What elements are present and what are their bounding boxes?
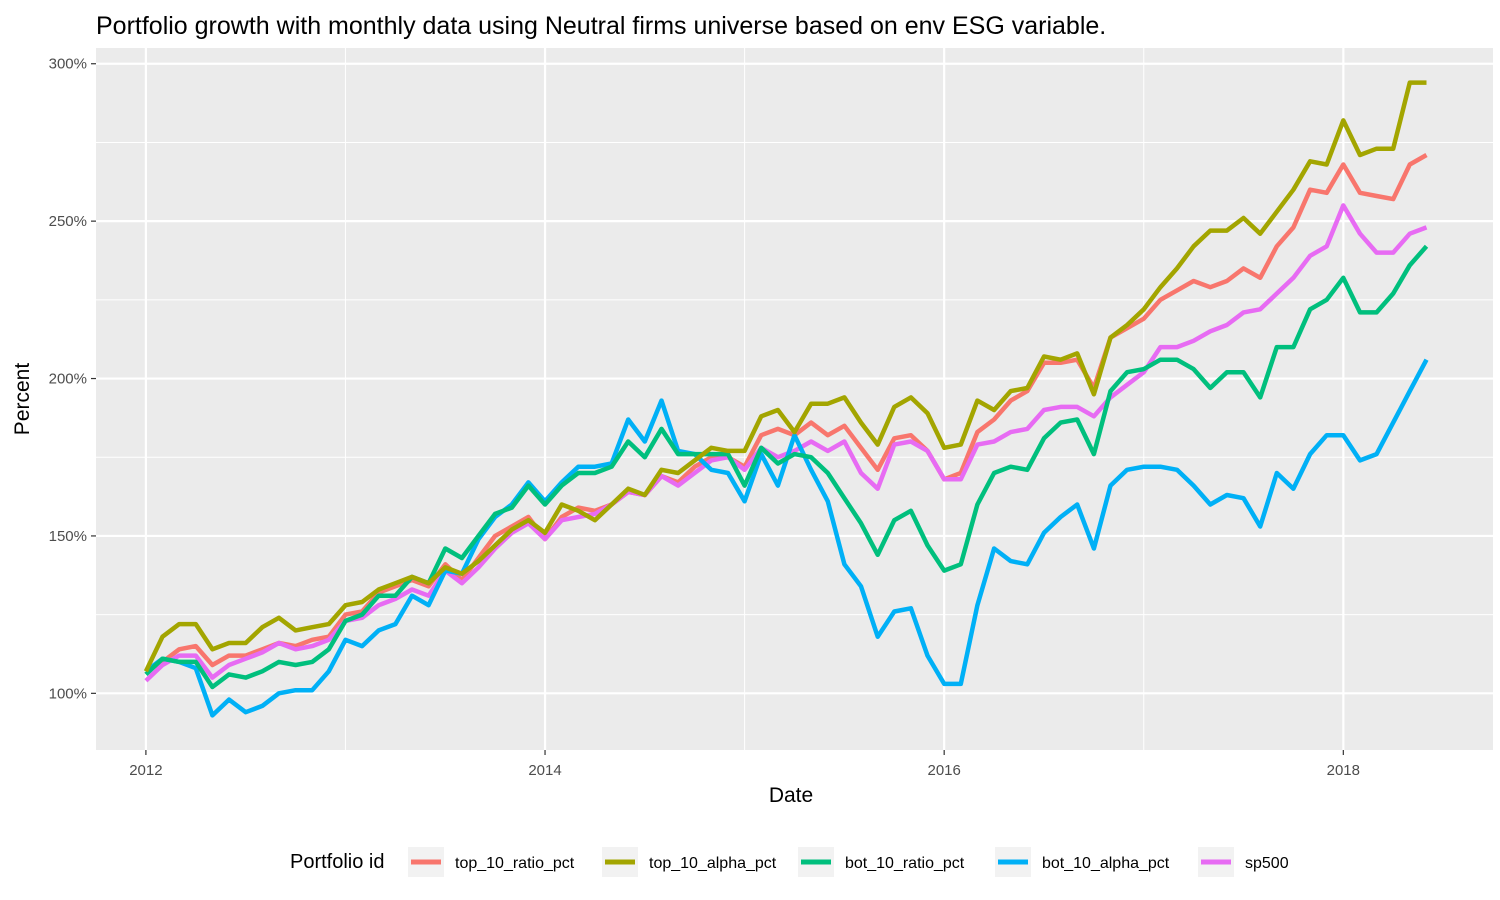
minor-gridlines	[96, 48, 1493, 750]
y-tick-label: 300%	[49, 56, 87, 73]
legend-label-top-10-alpha-pct: top_10_alpha_pct	[649, 855, 777, 872]
x-tick-label: 2016	[927, 762, 960, 779]
x-tick-label: 2018	[1327, 762, 1360, 779]
x-axis-label: Date	[769, 784, 813, 807]
chart-title: Portfolio growth with monthly data using…	[96, 12, 1106, 40]
x-tick-label: 2012	[129, 762, 162, 779]
major-gridlines	[96, 48, 1493, 750]
x-tick-label: 2014	[528, 762, 561, 779]
series-lines	[143, 80, 1429, 718]
legend-title: Portfolio id	[290, 851, 385, 873]
legend-label-sp500: sp500	[1245, 855, 1289, 872]
y-tick-label: 100%	[49, 685, 87, 702]
y-tick-label: 200%	[49, 371, 87, 388]
legend-label-bot-10-ratio-pct: bot_10_ratio_pct	[845, 855, 965, 872]
legend-label-bot-10-alpha-pct: bot_10_alpha_pct	[1042, 855, 1170, 872]
y-tick-label: 150%	[49, 528, 87, 545]
series-line-bot-10-ratio-pct	[144, 244, 1429, 690]
y-tick-label: 250%	[49, 213, 87, 230]
series-line-top-10-alpha-pct	[143, 80, 1427, 673]
legend-items: top_10_ratio_pct top_10_alpha_pct bot_10_r…	[408, 847, 1289, 877]
axis-ticks: 2012 2014 2016 2018 100% 150% 200% 250% 300%	[49, 56, 1360, 779]
legend: Portfolio id top_10_ratio_pct top_10_alph…	[290, 847, 1289, 877]
legend-label-top-10-ratio-pct: top_10_ratio_pct	[455, 855, 575, 872]
y-axis-label: Percent	[11, 363, 34, 436]
series-line-top-10-ratio-pct	[144, 153, 1428, 674]
